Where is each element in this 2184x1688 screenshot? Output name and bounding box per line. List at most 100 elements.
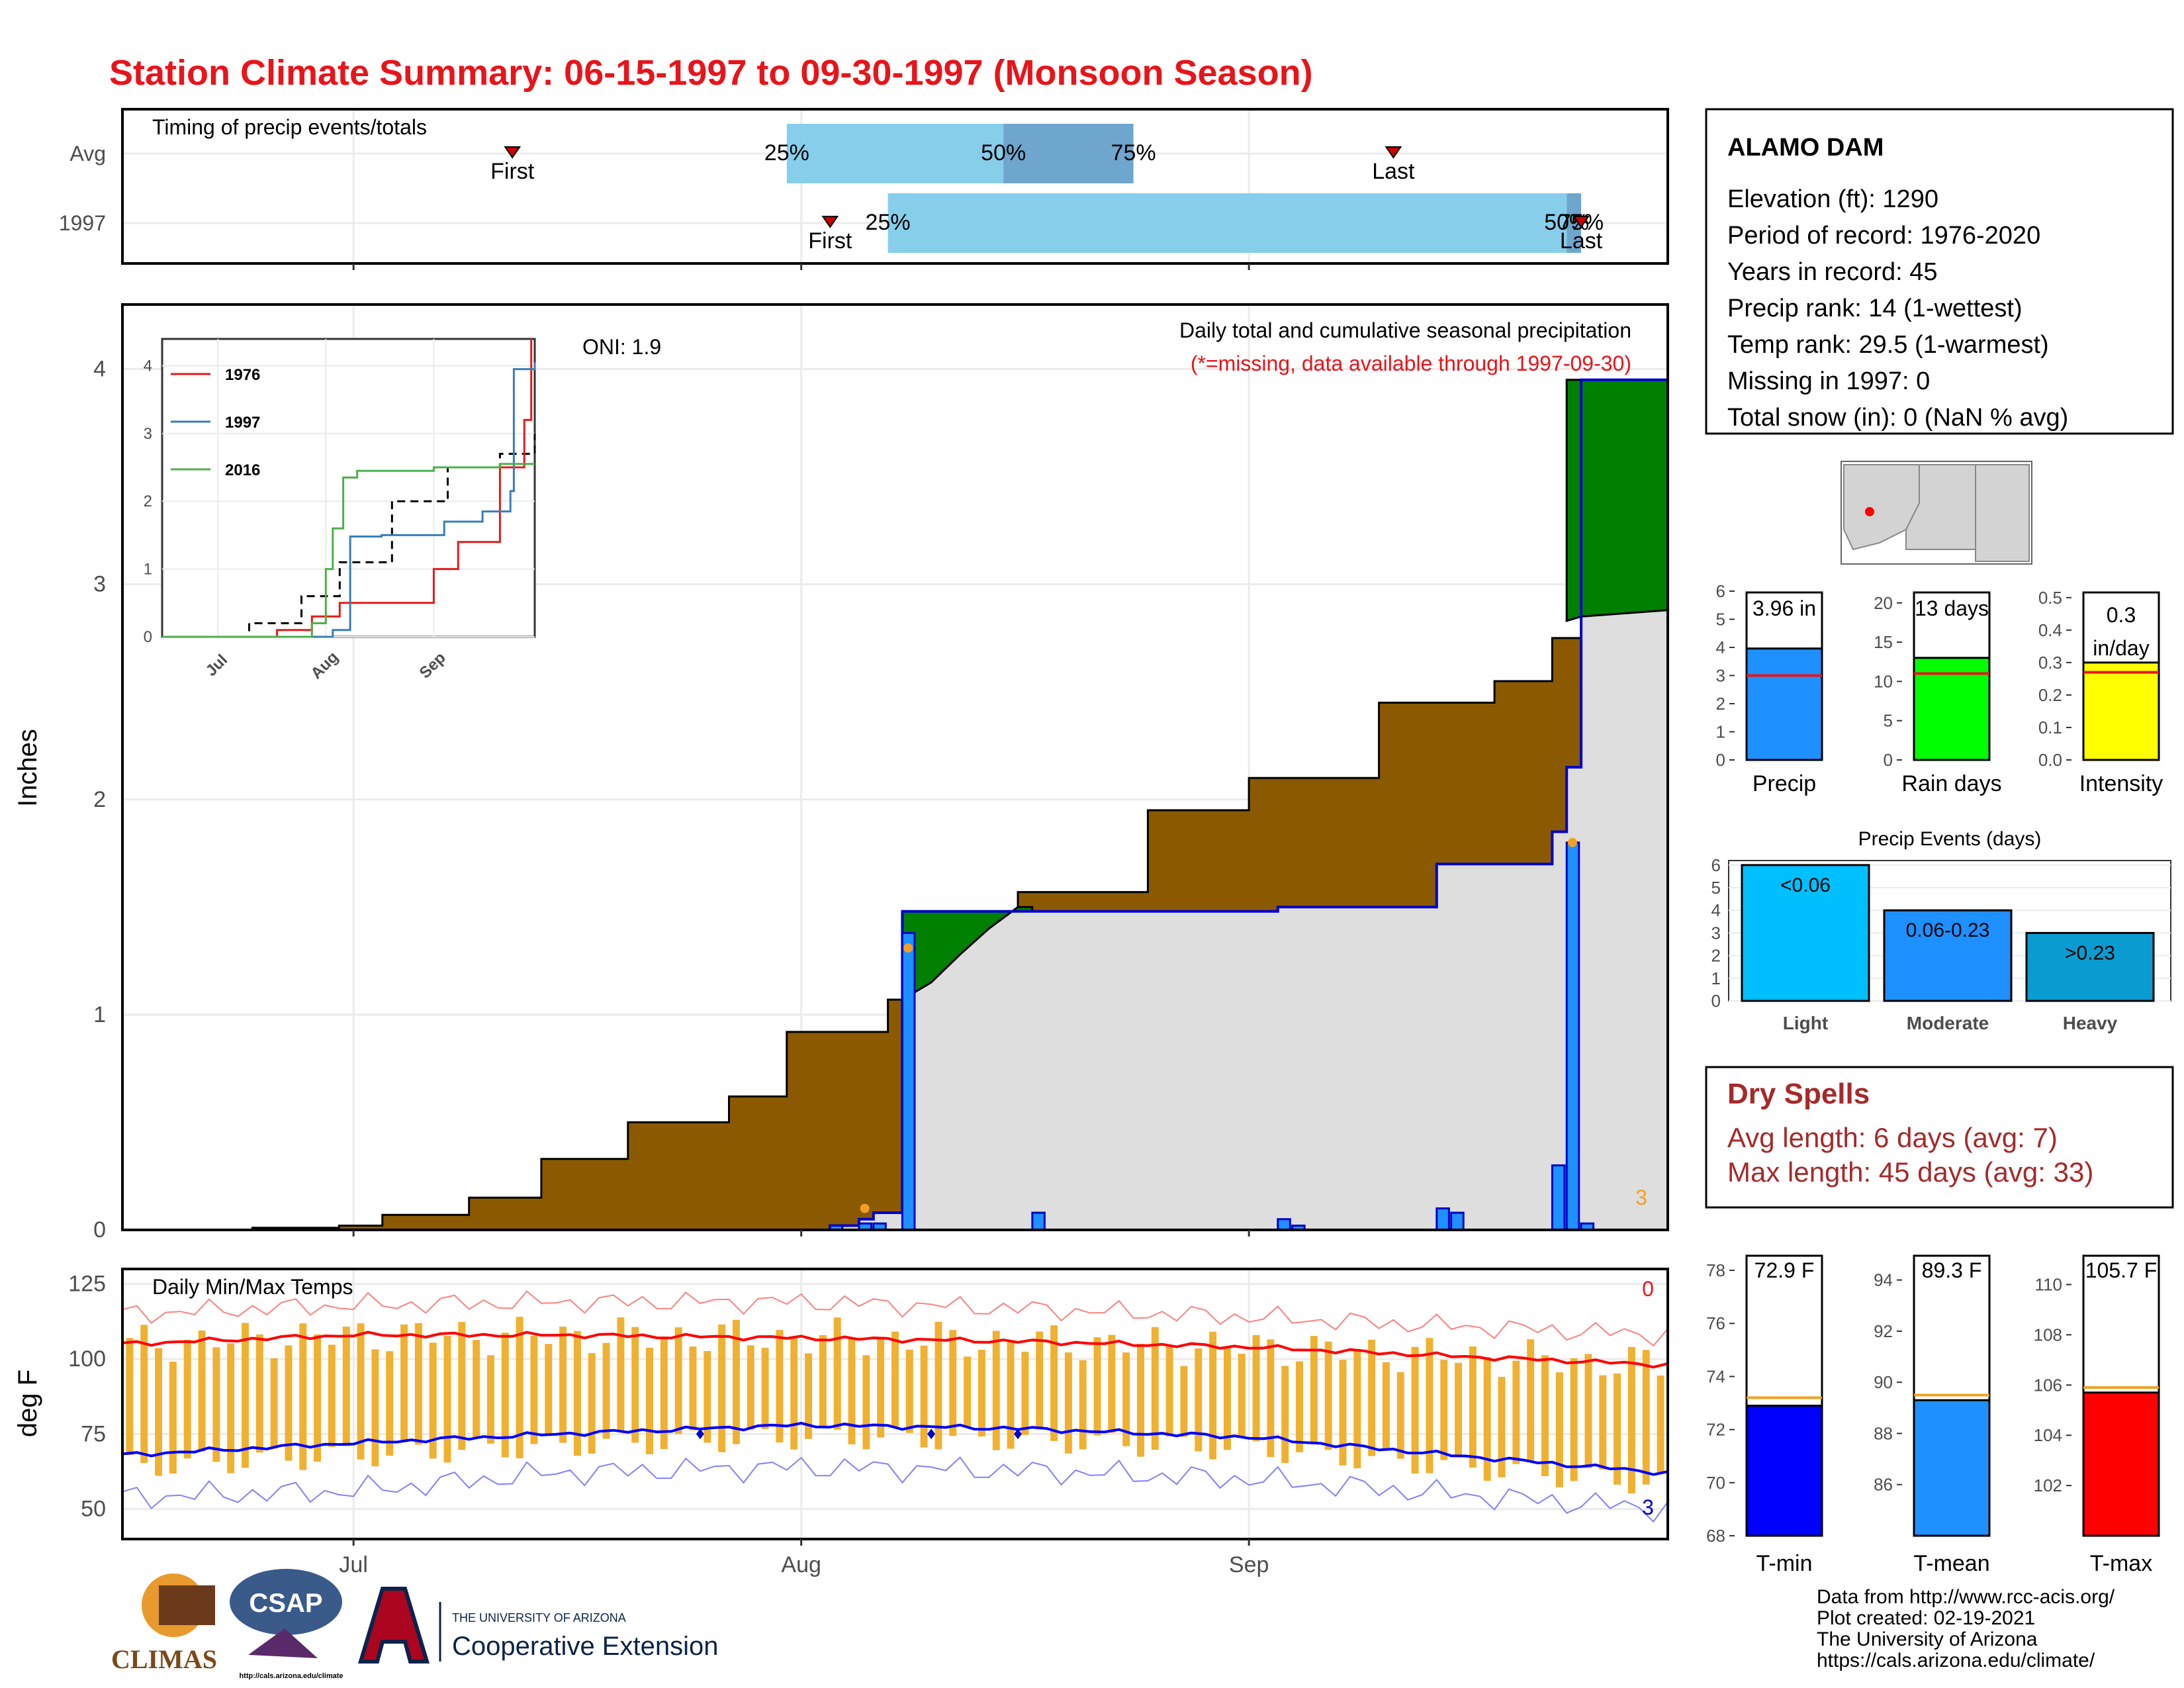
daily-max-dot [860,1203,870,1213]
daily-temp-bar [285,1345,293,1461]
daily-temp-bar [1396,1372,1404,1459]
summary-y-tick: 0.4 [2038,620,2062,640]
daily-temp-bar [776,1330,784,1443]
summary-y-tick: 6 [1716,581,1725,601]
daily-temp-bar [212,1347,220,1462]
daily-precip-bar [1435,1207,1450,1231]
daily-temp-bar [140,1325,148,1464]
daily-temp-bar [1036,1331,1044,1430]
record-max-count: 0 [1642,1277,1654,1301]
station-info-line: Missing in 1997: 0 [1727,367,1930,395]
summary-y-tick: 108 [2034,1325,2062,1344]
dry-spells-title: Dry Spells [1727,1078,1870,1110]
daily-temp-bar [674,1327,682,1434]
daily-temp-bar [1512,1360,1520,1464]
y-tick-label: 4 [93,357,106,382]
record-low-marker [927,1429,936,1440]
summary-name-label: T-max [2090,1551,2152,1576]
locator-map [1841,461,2032,565]
daily-temp-bar [516,1317,523,1458]
temp-panel-label: Daily Min/Max Temps [152,1275,353,1299]
daily-temp-bar [487,1355,494,1444]
inset-y-tick: 1 [144,561,152,579]
daily-temp-bar [862,1355,870,1450]
precip-events-y-tick: 0 [1711,991,1721,1011]
summary-y-tick: 0.0 [2038,750,2062,770]
climas-logo-text: CLIMAS [111,1644,217,1674]
daily-temp-bar [1064,1352,1072,1454]
daily-precip-bar [1277,1218,1291,1231]
map-new-mexico [1975,464,2030,562]
t-mean-summary-chart: 86 88 90 92 94 89.3 F T-mean [1874,1254,2001,1576]
daily-temp-bar [949,1330,957,1436]
ua-name: THE UNIVERSITY OF ARIZONA [452,1611,626,1624]
avg-first-marker [504,146,522,159]
daily-temp-bar [934,1321,942,1450]
daily-temp-bar [1469,1346,1477,1468]
daily-temp-bar [1310,1336,1318,1443]
station-location-dot [1865,507,1874,516]
daily-temp-bar [877,1338,885,1438]
inset-avg-line [162,433,536,638]
record-min-count: 3 [1642,1495,1654,1519]
precip-events-y-tick: 5 [1711,878,1721,898]
station-info-box [1705,108,2174,435]
record-max-line [122,1290,1668,1347]
daily-temp-bar [732,1319,740,1444]
daily-temp-bar [1223,1347,1231,1450]
station-info-line: Elevation (ft): 1290 [1727,185,1938,213]
daily-temp-bar [530,1336,538,1444]
t-max-summary-chart: 102 104 106 108 110 105.7 F T-max [2034,1254,2171,1576]
daily-temp-bar [660,1336,668,1450]
daily-temp-bar [805,1353,813,1439]
ua-logo-a [357,1587,430,1664]
daily-max-dot [1567,837,1577,847]
summary-bar [1745,1405,1823,1537]
t-min-summary-chart: 68 70 72 74 76 78 72.9 F T-min [1706,1254,1834,1576]
summary-y-tick: 4 [1716,637,1725,657]
dry-spells-box: Dry Spells Avg length: 6 days (avg: 7)Max… [1705,1066,2174,1209]
daily-temp-bar [1079,1360,1087,1450]
summary-y-tick: 10 [1874,671,1893,691]
dry-spells-max: Max length: 45 days (avg: 33) [1727,1156,2093,1188]
daily-temp-bar [631,1327,639,1443]
daily-temp-bar [573,1331,581,1456]
daily-temp-bar [414,1323,422,1445]
daily-temp-bar [242,1323,249,1468]
daily-temp-bar [1541,1355,1549,1477]
avg-label-75: 75% [1111,140,1156,165]
y-tick-label: 75 [81,1421,106,1446]
summary-y-tick: 0.3 [2038,653,2062,673]
summary-value-label: 72.9 F [1754,1258,1815,1282]
summary-y-tick: 68 [1706,1526,1725,1546]
y-tick-label: 125 [68,1272,106,1297]
y-tick-label: 2 [93,787,106,812]
precip-event-bar-label: <0.06 [1780,874,1831,896]
x-tick-label: Sep [1229,1552,1269,1577]
summary-y-tick: 0.5 [2038,588,2062,608]
daily-temp-bar [198,1330,206,1452]
daily-precip-bar [901,931,916,1231]
summary-y-tick: 94 [1874,1270,1893,1290]
daily-temp-bar [1093,1337,1101,1436]
daily-temp-bar [1657,1375,1664,1474]
daily-temp-bar [559,1327,567,1443]
credit-line: The University of Arizona [1817,1628,2038,1650]
1997-last-label: Last [1560,228,1603,254]
inset-y-tick: 3 [144,425,152,443]
daily-temp-bar [1368,1339,1376,1456]
y-tick-label: 1 [93,1002,106,1027]
summary-y-tick: 78 [1706,1260,1725,1280]
daily-temp-bar [689,1346,697,1430]
avg-max-line [122,1331,1668,1369]
csap-logo-url: http://cals.arizona.edu/climate [239,1672,343,1680]
inset-legend-label: 2016 [225,461,260,479]
avg-bar-25-50 [786,124,1004,183]
daily-temp-bar [1007,1342,1015,1449]
avg-bar-50-75 [1003,124,1134,183]
daily-temp-bar [1614,1373,1621,1485]
footer: CLIMAS CSAP http://cals.arizona.edu/climat… [111,1569,2115,1680]
daily-temp-bar [1281,1366,1289,1464]
daily-temp-bar [617,1317,625,1432]
daily-temp-bar [848,1338,856,1445]
